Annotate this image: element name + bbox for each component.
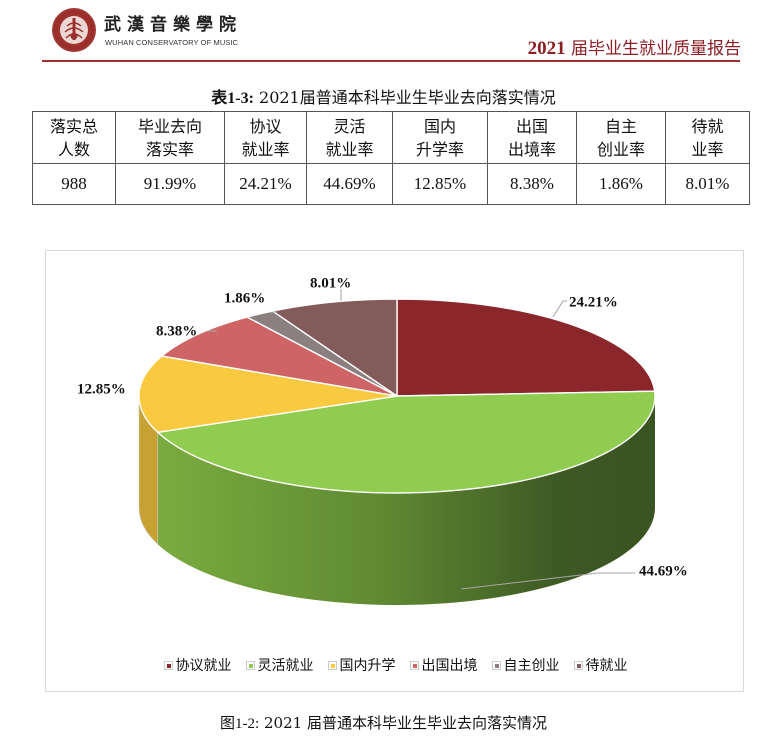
pie-slice-2: [138, 355, 398, 433]
legend-swatch-icon: [573, 660, 583, 670]
legend-item-unemployed: 待就业: [573, 655, 628, 675]
pie-slice-0: [396, 298, 656, 397]
pie-slice-5: [271, 298, 398, 397]
header-cell-contract-rate: 协议 就业率: [224, 111, 307, 164]
chart-legend: 协议就业 灵活就业 国内升学 出国出境 自主创业 待就业: [46, 655, 745, 675]
report-title-text: 届毕业生就业质量报告: [571, 39, 741, 59]
data-label: 8.38%: [156, 323, 197, 339]
table-header-row: 落实总 人数 毕业去向 落实率 协议 就业率 灵活 就业率 国内 升学率 出国 出境率 自主…: [32, 111, 750, 164]
pie-slices: [138, 298, 656, 605]
legend-item-abroad: 出国出境: [409, 655, 478, 675]
header-cell-self-employed-rate: 自主 创业率: [576, 111, 666, 164]
data-label: 12.85%: [77, 381, 126, 397]
data-label: 24.21%: [569, 294, 618, 310]
figure-caption-text: 2021 届普通本科毕业生毕业去向落实情况: [264, 714, 547, 732]
value-cell-unemployed-rate: 8.01%: [665, 163, 750, 205]
table-caption: 表1-3: 2021届普通本科毕业生毕业去向落实情况: [0, 84, 767, 108]
pie-chart-frame: 24.21% 44.69% 12.85% 8.38% 1.86% 8.01% 协议就业 灵…: [45, 250, 744, 692]
legend-swatch-icon: [245, 660, 255, 670]
table-row: 988 91.99% 24.21% 44.69% 12.85% 8.38% 1.…: [32, 163, 750, 205]
pie-slice-1: [157, 390, 656, 494]
value-cell-placement-rate: 91.99%: [115, 163, 225, 205]
legend-item-self-employed: 自主创业: [491, 655, 560, 675]
value-cell-abroad-rate: 8.38%: [487, 163, 577, 205]
header-cell-domestic-study-rate: 国内 升学率: [392, 111, 488, 164]
legend-item-domestic-study: 国内升学: [327, 655, 396, 675]
header-cell-total: 落实总 人数: [32, 111, 116, 164]
leader-line: [460, 572, 635, 590]
value-cell-flexible-rate: 44.69%: [306, 163, 393, 205]
placement-rate-table: 落实总 人数 毕业去向 落实率 协议 就业率 灵活 就业率 国内 升学率 出国 出境率 自主…: [32, 111, 750, 205]
data-label: 8.01%: [310, 275, 351, 291]
conservatory-emblem-icon: [52, 8, 96, 52]
header-cell-unemployed-rate: 待就 业率: [665, 111, 750, 164]
report-year: 2021: [527, 38, 566, 59]
header-cell-flexible-rate: 灵活 就业率: [306, 111, 393, 164]
header-divider: [42, 60, 740, 62]
value-cell-domestic-study-rate: 12.85%: [392, 163, 488, 205]
pie-slice-side: [157, 396, 655, 605]
pie-data-labels: 24.21% 44.69% 12.85% 8.38% 1.86% 8.01%: [77, 275, 688, 590]
legend-swatch-icon: [409, 660, 419, 670]
page-header: 武漢音樂學院 WUHAN CONSERVATORY OF MUSIC 2021 …: [0, 0, 767, 62]
data-label: 44.69%: [639, 563, 688, 579]
table-caption-label: 表1-3:: [211, 90, 254, 107]
institution-name-cn: 武漢音樂學院: [104, 15, 242, 35]
value-cell-total: 988: [32, 163, 116, 205]
data-label: 1.86%: [224, 290, 265, 306]
leader-line: [552, 300, 567, 318]
legend-item-flexible: 灵活就业: [245, 655, 314, 675]
legend-swatch-icon: [327, 660, 337, 670]
value-cell-contract-rate: 24.21%: [224, 163, 307, 205]
figure-caption: 图1-2: 2021 届普通本科毕业生毕业去向落实情况: [0, 712, 767, 733]
legend-item-contract: 协议就业: [163, 655, 232, 675]
report-title: 2021 届毕业生就业质量报告: [528, 34, 741, 60]
pie-slice-3: [161, 316, 398, 397]
legend-swatch-icon: [163, 660, 173, 670]
legend-swatch-icon: [491, 660, 501, 670]
leader-line: [270, 310, 278, 314]
value-cell-self-employed-rate: 1.86%: [576, 163, 666, 205]
institution-name-en: WUHAN CONSERVATORY OF MUSIC: [105, 38, 239, 47]
figure-caption-label: 图1-2:: [220, 716, 260, 732]
table-caption-text: 2021届普通本科毕业生毕业去向落实情况: [259, 88, 556, 107]
